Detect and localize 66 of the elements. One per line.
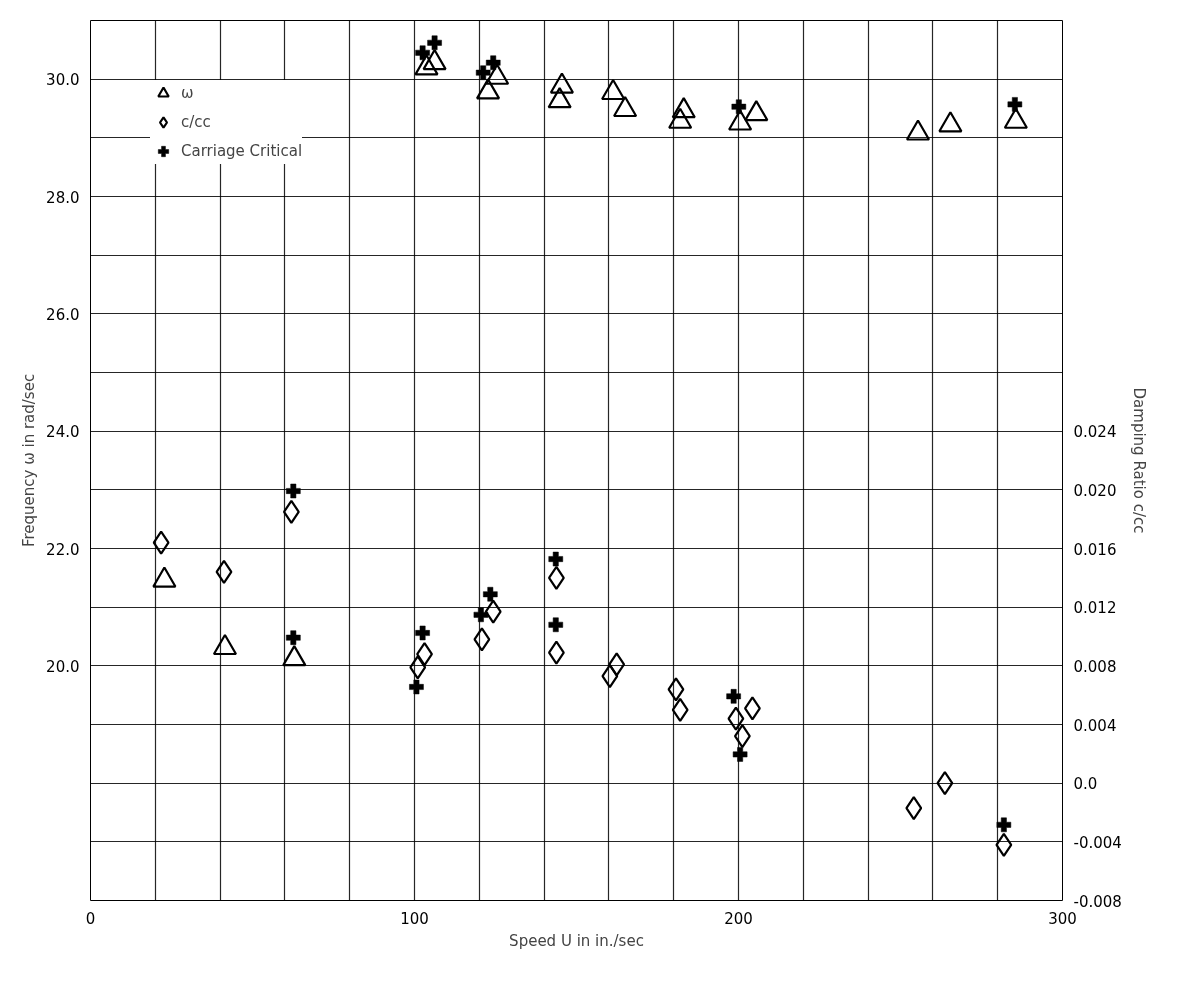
point — [727, 706, 745, 731]
point — [484, 599, 502, 624]
y2-tick-label: 0.020 — [1073, 481, 1117, 500]
y-tick-label: 28.0 — [46, 188, 80, 207]
point — [733, 724, 751, 749]
point — [601, 78, 626, 101]
point — [671, 697, 689, 722]
point — [905, 796, 923, 821]
point — [547, 565, 565, 590]
point — [668, 107, 693, 129]
y2-axis-title: Damping Ratio c/cc — [1129, 387, 1148, 534]
point — [726, 689, 741, 704]
point — [549, 72, 575, 94]
point — [475, 78, 501, 100]
y2-tick-label: -0.008 — [1073, 892, 1122, 911]
legend-label: c/cc — [181, 113, 211, 131]
point — [415, 625, 430, 641]
y2-tick-label: -0.004 — [1073, 833, 1122, 852]
y2-tick-label: 0.012 — [1073, 599, 1117, 618]
point — [547, 87, 572, 109]
x-tick-label: 100 — [400, 909, 429, 928]
point — [548, 617, 564, 633]
point — [286, 630, 301, 645]
y2-tick-label: 0.004 — [1073, 716, 1117, 735]
point — [744, 99, 769, 122]
point — [667, 677, 685, 702]
point — [548, 551, 564, 567]
point — [286, 483, 301, 499]
point — [613, 95, 638, 118]
point — [608, 652, 626, 677]
y-tick-label: 20.0 — [46, 657, 80, 676]
legend-label: Carriage Critical — [181, 142, 303, 160]
point — [905, 119, 931, 141]
point — [671, 97, 696, 119]
point — [409, 655, 427, 680]
legend-label: ω — [181, 84, 195, 102]
point — [995, 832, 1013, 857]
point — [152, 530, 170, 555]
y2-tick-label: 0.0 — [1073, 775, 1098, 794]
y2-tick-label: 0.008 — [1073, 657, 1117, 676]
y-tick-label: 26.0 — [46, 305, 80, 324]
point — [473, 627, 491, 652]
point — [483, 587, 498, 602]
point — [485, 63, 510, 85]
y-tick-label: 30.0 — [46, 71, 80, 90]
x-axis-title: Speed U in in./sec — [509, 931, 644, 950]
point — [938, 111, 963, 133]
point — [601, 664, 619, 689]
point — [422, 48, 447, 71]
point — [728, 109, 753, 131]
y-axis-title: Frequency ω in rad/sec — [20, 373, 39, 548]
point — [414, 54, 439, 76]
x-tick-label: 300 — [1048, 909, 1077, 928]
point — [282, 499, 300, 524]
x-tick-label: 200 — [724, 909, 753, 928]
point — [732, 747, 748, 762]
point — [409, 679, 424, 695]
y-tick-label: 22.0 — [46, 540, 80, 559]
point — [996, 817, 1012, 833]
y2-tick-label: 0.016 — [1073, 540, 1117, 559]
point — [547, 640, 565, 665]
x-tick-label: 0 — [85, 909, 96, 928]
point — [936, 771, 954, 796]
point — [473, 607, 489, 623]
y2-tick-label: 0.024 — [1073, 423, 1117, 442]
y-tick-label: 24.0 — [46, 423, 80, 442]
